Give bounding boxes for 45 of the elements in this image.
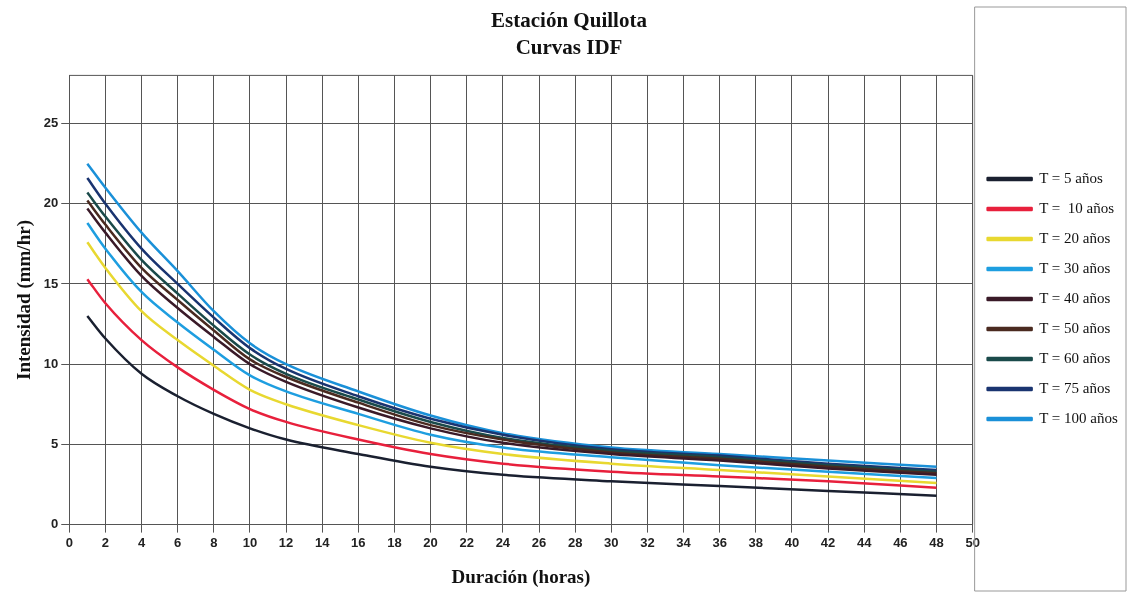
y-tick-label: 10: [43, 355, 59, 371]
x-tick-label: 22: [459, 534, 474, 550]
legend-label: T = 50 años: [1039, 319, 1111, 336]
x-tick-label: 8: [210, 534, 218, 550]
x-tick-label: 42: [820, 534, 836, 550]
x-tick-label: 36: [712, 534, 727, 550]
legend-label: T = 100 años: [1039, 409, 1118, 426]
x-tick-label: 20: [423, 534, 438, 550]
x-tick-label: 50: [965, 534, 980, 550]
x-tick-label: 4: [137, 534, 146, 550]
y-tick-label: 25: [43, 115, 59, 131]
x-tick-label: 30: [604, 534, 619, 550]
x-axis-title: Duración (horas): [451, 565, 591, 588]
x-tick-label: 26: [531, 534, 547, 550]
y-tick-label: 0: [51, 516, 59, 532]
legend-label: T = 5 años: [1039, 169, 1103, 186]
legend-label: T = 60 años: [1039, 349, 1111, 366]
x-tick-label: 46: [893, 534, 908, 550]
legend-label: T = 40 años: [1039, 289, 1111, 306]
chart-subtitle: Curvas IDF: [515, 35, 623, 60]
x-tick-label: 44: [856, 534, 873, 550]
chart-title: Estación Quillota: [491, 8, 648, 33]
legend-label: T = 75 años: [1039, 379, 1111, 396]
x-tick-label: 2: [101, 534, 110, 550]
y-tick-label: 15: [43, 275, 59, 291]
x-tick-label: 34: [676, 534, 692, 550]
x-tick-label: 32: [640, 534, 655, 550]
y-tick-label: 5: [51, 435, 59, 451]
x-tick-label: 16: [351, 534, 366, 550]
x-tick-label: 18: [387, 534, 402, 550]
x-tick-label: 24: [495, 534, 511, 550]
legend-label: T = 30 años: [1039, 259, 1111, 276]
x-tick-label: 28: [567, 534, 583, 550]
x-tick-label: 0: [65, 534, 73, 550]
x-tick-label: 12: [278, 534, 294, 550]
x-tick-label: 38: [748, 534, 764, 550]
x-tick-label: 6: [174, 534, 182, 550]
x-tick-label: 14: [314, 534, 331, 550]
x-tick-label: 10: [242, 534, 258, 550]
y-axis-title: Intensidad (mm/hr): [13, 220, 36, 380]
x-tick-label: 40: [784, 534, 800, 550]
y-tick-label: 20: [43, 195, 59, 211]
x-tick-label: 48: [929, 534, 944, 550]
legend-label: T = 10 años: [1039, 199, 1115, 216]
legend-label: T = 20 años: [1039, 229, 1111, 246]
